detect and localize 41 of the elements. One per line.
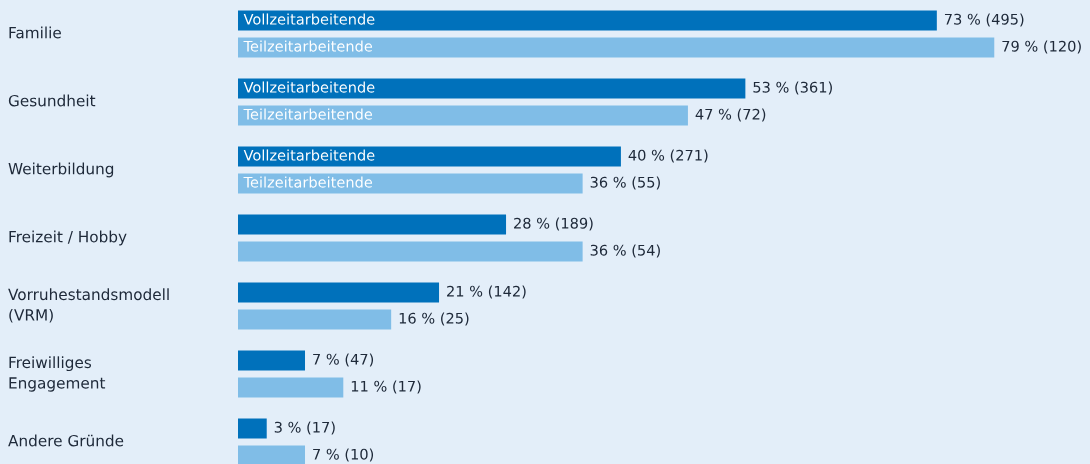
annotation: Vollzeitarbeitende [243,149,375,161]
y-tick-label: Familie [9,26,61,39]
data-label: 28 % (189) [514,217,593,231]
data-label: 53 % (361) [753,81,832,95]
bar [238,173,583,194]
y-tick-label: Weiterbildung [8,162,114,178]
bar [238,418,267,439]
annotation: Teilzeitarbeitende [243,108,373,120]
data-label: 21 % (142) [447,285,526,299]
data-label: 79 % (120) [1002,40,1081,54]
bar [238,214,507,235]
data-label: 40 % (271) [628,149,708,163]
bar [238,37,995,58]
bar [238,10,937,31]
y-tick-label: Freizeit / Hobby [9,230,127,246]
bar [238,282,440,303]
bar [238,105,688,126]
data-label: 16 % (25) [399,312,469,326]
bar [238,78,746,99]
annotation: Teilzeitarbeitende [243,40,373,52]
annotation: Teilzeitarbeitende [243,176,373,188]
data-label: 7 % (47) [313,353,374,367]
data-label: 36 % (55) [590,176,660,190]
data-label: 3 % (17) [274,421,335,435]
data-label: 7 % (10) [313,448,374,462]
y-tick-label: Freiwilliges Engagement [9,356,106,392]
bar [238,377,344,398]
bar [238,350,306,371]
bar [238,241,583,262]
bar [238,146,621,167]
data-label: 11 % (17) [351,380,421,394]
annotation: Vollzeitarbeitende [243,13,375,25]
data-label: 73 % (495) [944,13,1024,27]
y-tick-label: Gesundheit [8,94,96,107]
data-label: 36 % (54) [590,244,660,258]
data-label: 47 % (72) [695,108,766,122]
y-tick-label: Vorruhestandsmodell (VRM) [8,288,169,323]
annotation: Vollzeitarbeitende [243,81,375,93]
y-tick-label: Andere Gründe [8,434,124,447]
bar [238,445,306,464]
bar [238,309,392,330]
